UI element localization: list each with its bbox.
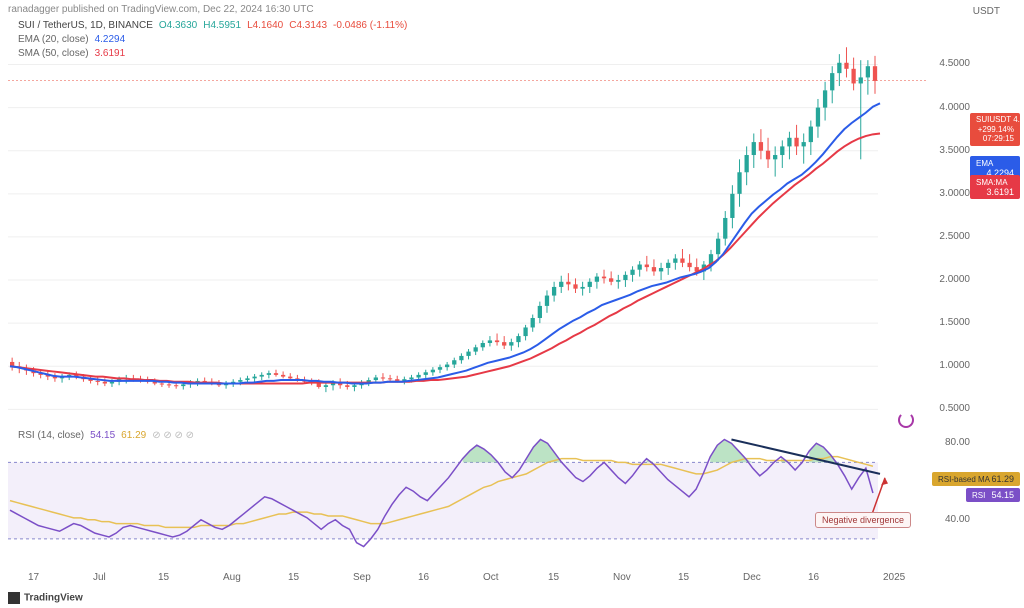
rsi-badge: RSI 54.15 — [966, 488, 1020, 502]
currency-label: USDT — [973, 6, 1000, 17]
x-axis: 17Jul15Aug15Sep16Oct15Nov15Dec162025 — [8, 572, 926, 588]
rsi-ma-badge: RSI-based MA 61.29 — [932, 472, 1020, 486]
price-badge: SUIUSDT 4.3143 +299.14% 07:29:15 — [970, 113, 1020, 146]
price-chart[interactable] — [8, 30, 926, 418]
price-y-axis: 4.50004.00003.50003.00002.50002.00001.50… — [926, 30, 976, 418]
divergence-annotation: Negative divergence — [815, 512, 911, 528]
rsi-chart[interactable] — [8, 428, 926, 558]
refresh-icon[interactable] — [898, 412, 914, 428]
publish-info: ranadagger published on TradingView.com,… — [8, 4, 314, 15]
tv-icon — [8, 592, 20, 604]
tradingview-logo[interactable]: TradingView — [8, 592, 83, 604]
sma-badge: SMA:MA 3.6191 — [970, 175, 1020, 199]
